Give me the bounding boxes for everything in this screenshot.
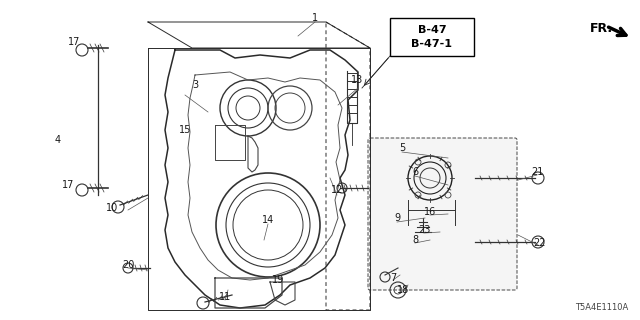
Text: 11: 11 <box>219 292 231 302</box>
Text: FR.: FR. <box>590 22 613 35</box>
Text: T5A4E1110A: T5A4E1110A <box>575 303 628 312</box>
Text: 18: 18 <box>397 285 409 295</box>
Bar <box>390 18 474 56</box>
Text: 15: 15 <box>179 125 191 135</box>
Text: 17: 17 <box>68 37 80 47</box>
Text: 7: 7 <box>390 273 396 283</box>
Text: 20: 20 <box>122 260 134 270</box>
Text: 19: 19 <box>272 275 284 285</box>
Text: 17: 17 <box>62 180 74 190</box>
FancyBboxPatch shape <box>368 138 517 290</box>
Text: 1: 1 <box>312 13 318 23</box>
Text: 8: 8 <box>412 235 418 245</box>
Text: 10: 10 <box>106 203 118 213</box>
Text: 16: 16 <box>424 207 436 217</box>
Text: 22: 22 <box>534 238 547 248</box>
Text: 13: 13 <box>351 75 363 85</box>
Text: 21: 21 <box>531 167 543 177</box>
Text: 4: 4 <box>55 135 61 145</box>
Text: 9: 9 <box>394 213 400 223</box>
Text: 23: 23 <box>418 225 430 235</box>
Text: 14: 14 <box>262 215 274 225</box>
Text: 3: 3 <box>192 80 198 90</box>
Text: 6: 6 <box>412 167 418 177</box>
Text: 5: 5 <box>399 143 405 153</box>
Text: B-47
B-47-1: B-47 B-47-1 <box>412 25 452 49</box>
Text: 12: 12 <box>331 185 343 195</box>
